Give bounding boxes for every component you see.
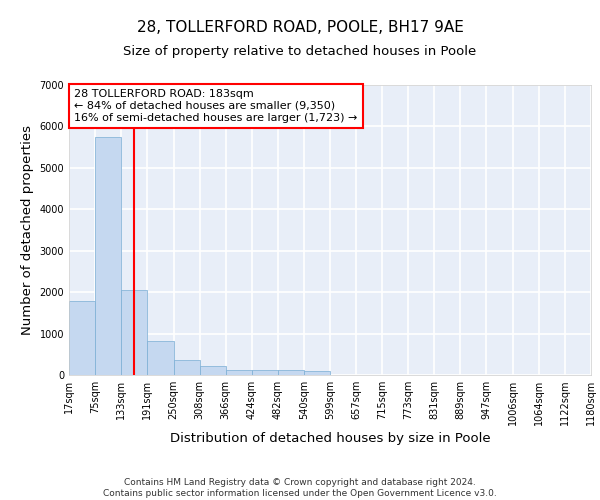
Bar — [304, 371, 330, 375]
Bar — [278, 370, 304, 375]
Bar — [173, 360, 200, 375]
Y-axis label: Number of detached properties: Number of detached properties — [21, 125, 34, 335]
Text: 28, TOLLERFORD ROAD, POOLE, BH17 9AE: 28, TOLLERFORD ROAD, POOLE, BH17 9AE — [137, 20, 463, 35]
Bar — [226, 370, 251, 375]
Text: Contains HM Land Registry data © Crown copyright and database right 2024.
Contai: Contains HM Land Registry data © Crown c… — [103, 478, 497, 498]
X-axis label: Distribution of detached houses by size in Poole: Distribution of detached houses by size … — [170, 432, 490, 446]
Bar — [121, 290, 147, 375]
Bar — [69, 302, 95, 375]
Bar — [95, 137, 121, 375]
Bar — [147, 342, 173, 375]
Bar — [200, 366, 226, 375]
Bar — [251, 370, 278, 375]
Text: Size of property relative to detached houses in Poole: Size of property relative to detached ho… — [124, 45, 476, 58]
Text: 28 TOLLERFORD ROAD: 183sqm
← 84% of detached houses are smaller (9,350)
16% of s: 28 TOLLERFORD ROAD: 183sqm ← 84% of deta… — [74, 90, 358, 122]
